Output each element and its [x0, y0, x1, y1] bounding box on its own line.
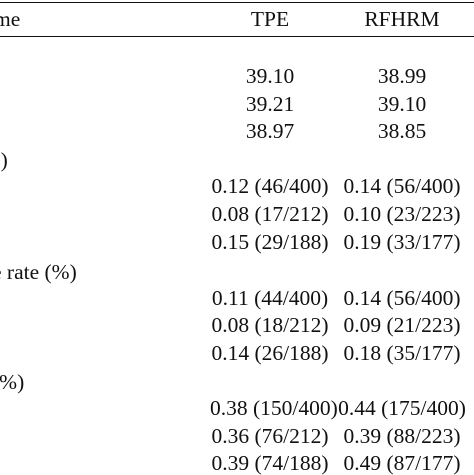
cell-rfhrm: 0.14 (56/400) — [343, 286, 461, 310]
header-rfhrm: RFHRM — [364, 7, 440, 31]
cell-rfhrm: 0.19 (33/177) — [343, 230, 461, 254]
table-top-rule — [0, 2, 474, 3]
cell-tpe: 0.11 (44/400) — [211, 286, 329, 310]
header-tpe: TPE — [250, 7, 290, 31]
cell-rfhrm: 0.09 (21/223) — [343, 313, 461, 337]
cell-rfhrm: 0.14 (56/400) — [343, 174, 461, 198]
cell-tpe: 0.38 (150/400) — [210, 396, 338, 420]
cell-rfhrm: 39.10 — [377, 92, 427, 116]
cell-rfhrm: 38.99 — [377, 64, 427, 88]
cell-tpe: 0.12 (46/400) — [211, 174, 329, 198]
cell-tpe: 39.10 — [245, 64, 295, 88]
cell-tpe: 39.21 — [245, 92, 295, 116]
cell-tpe: 0.08 (17/212) — [211, 202, 329, 226]
header-rule — [0, 36, 474, 37]
header-name: me — [0, 7, 21, 31]
cell-tpe: 0.15 (29/188) — [211, 230, 329, 254]
section-label: °) — [0, 148, 8, 172]
section-label: (%) — [0, 370, 25, 394]
cell-tpe: 0.14 (26/188) — [211, 341, 329, 365]
cell-rfhrm: 0.49 (87/177) — [343, 451, 461, 475]
cell-rfhrm: 0.10 (23/223) — [343, 202, 461, 226]
section-label: e rate (%) — [0, 260, 77, 284]
cell-rfhrm: 0.39 (88/223) — [343, 424, 461, 448]
cell-rfhrm: 38.85 — [377, 119, 427, 143]
cell-tpe: 0.39 (74/188) — [211, 451, 329, 475]
cell-rfhrm: 0.44 (175/400) — [338, 396, 466, 420]
cell-tpe: 0.36 (76/212) — [211, 424, 329, 448]
cell-rfhrm: 0.18 (35/177) — [343, 341, 461, 365]
cell-tpe: 0.08 (18/212) — [211, 313, 329, 337]
cell-tpe: 38.97 — [245, 119, 295, 143]
